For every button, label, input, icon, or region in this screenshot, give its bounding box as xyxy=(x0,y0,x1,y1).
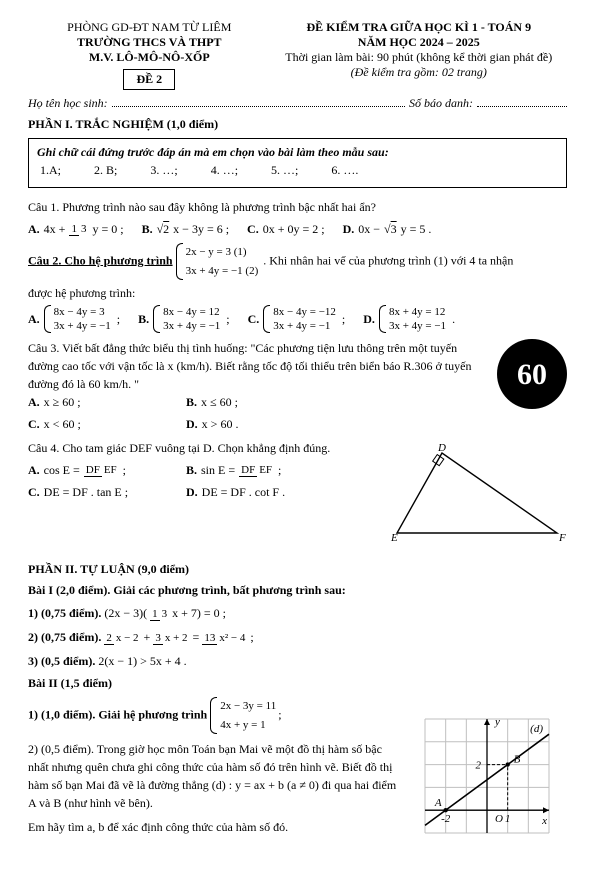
svg-text:(d): (d) xyxy=(530,723,543,735)
student-id-label: Số báo danh: xyxy=(409,96,473,111)
q2-opt-d: D. 8x + 4y = 123x + 4y = −1. xyxy=(363,305,455,333)
sample-6: 6. …. xyxy=(330,162,388,179)
svg-text:A: A xyxy=(434,797,442,809)
q2-opt-c: C. 8x − 4y = −123x + 4y = −1; xyxy=(248,305,346,333)
part1-title: PHẦN I. TRẮC NGHIỆM (1,0 điểm) xyxy=(28,117,567,132)
q1-opt-c: C.0x + 0y = 2 ; xyxy=(247,222,325,237)
q4-opt-b: B. sin E = DFEF; xyxy=(186,461,326,479)
q3-opt-d: D.x > 60 . xyxy=(186,415,326,433)
answer-sample-box: Ghi chữ cái đứng trước đáp án mà em chọn… xyxy=(28,138,567,188)
q1-opt-d: D. 0x − √3 y = 5 . xyxy=(343,222,432,237)
triangle-def-figure: D E F xyxy=(387,443,567,548)
bai2-title: Bài II (1,5 điểm) xyxy=(28,676,567,691)
svg-text:1: 1 xyxy=(505,813,511,825)
exam-variant-badge: ĐỀ 2 xyxy=(123,69,175,90)
sample-5: 5. …; xyxy=(270,162,328,179)
q4-opt-d: D.DE = DF . cot F . xyxy=(186,483,326,501)
svg-text:D: D xyxy=(437,443,446,454)
q1-opt-b: B. √2 x − 3y = 6 ; xyxy=(142,222,229,237)
q2-opt-b: B. 8x − 4y = 123x + 4y = −1; xyxy=(138,305,229,333)
svg-text:2: 2 xyxy=(476,760,482,772)
q3-opt-c: C.x < 60 ; xyxy=(28,415,168,433)
q4-opt-a: A. cos E = DFEF; xyxy=(28,461,168,479)
q2-lead: được hệ phương trình: xyxy=(28,286,567,301)
exam-time: Thời gian làm bài: 90 phút (không kể thờ… xyxy=(271,50,567,65)
q2: Câu 2. Cho hệ phương trình 2x − y = 3 (1… xyxy=(28,243,567,280)
q4-opt-c: C.DE = DF . tan E ; xyxy=(28,483,168,501)
exam-pages: (Đề kiểm tra gồm: 02 trang) xyxy=(271,65,567,80)
school-line1: TRƯỜNG THCS VÀ THPT xyxy=(28,35,271,50)
svg-text:F: F xyxy=(558,532,566,543)
sample-4: 4. …; xyxy=(210,162,268,179)
exam-title: ĐỀ KIỂM TRA GIỮA HỌC KÌ 1 - TOÁN 9 xyxy=(271,20,567,35)
svg-text:x: x xyxy=(541,815,547,827)
dept: PHÒNG GD-ĐT NAM TỪ LIÊM xyxy=(28,20,271,35)
bai1-2: 2) (0,75 điểm). 2x − 2 + 3x + 2 = 13x² −… xyxy=(28,628,567,646)
bai1-3: 3) (0,5 điểm). 2(x − 1) > 5x + 4 . xyxy=(28,652,567,670)
sample-3: 3. …; xyxy=(149,162,207,179)
exam-year: NĂM HỌC 2024 – 2025 xyxy=(271,35,567,50)
bai1-1: 1) (0,75 điểm). (2x − 3)( 13 x + 7) = 0 … xyxy=(28,604,567,622)
speed-sign-60: 60 xyxy=(497,339,567,409)
svg-text:B: B xyxy=(514,754,521,766)
q3-opt-a: A.x ≥ 60 ; xyxy=(28,393,168,411)
q3-prompt: Câu 3. Viết bất đẳng thức biểu thị tình … xyxy=(28,339,567,393)
student-name-field[interactable] xyxy=(112,96,405,107)
svg-text:-2: -2 xyxy=(441,813,451,825)
line-graph-figure: -2 1 2 Ox y A B (d) xyxy=(407,701,567,856)
svg-text:y: y xyxy=(494,716,500,728)
bai1-title: Bài I (2,0 điểm). Giải các phương trình,… xyxy=(28,583,567,598)
q3-opt-b: B.x ≤ 60 ; xyxy=(186,393,326,411)
student-name-label: Họ tên học sinh: xyxy=(28,96,108,111)
svg-text:E: E xyxy=(390,532,398,543)
q1-opt-a: A. 4x + 13 y = 0 ; xyxy=(28,222,124,237)
sample-1: 1.A; xyxy=(39,162,91,179)
student-id-field[interactable] xyxy=(477,96,567,107)
svg-text:O: O xyxy=(495,813,503,825)
part2-title: PHẦN II. TỰ LUẬN (9,0 điểm) xyxy=(28,562,567,577)
sample-2: 2. B; xyxy=(93,162,147,179)
answer-sample-intro: Ghi chữ cái đứng trước đáp án mà em chọn… xyxy=(37,145,558,160)
q1-prompt: Câu 1. Phương trình nào sau đây không là… xyxy=(28,198,567,216)
q2-opt-a: A. 8x − 4y = 33x + 4y = −1; xyxy=(28,305,120,333)
school-line2: M.V. LÔ-MÔ-NÔ-XỐP xyxy=(28,50,271,65)
